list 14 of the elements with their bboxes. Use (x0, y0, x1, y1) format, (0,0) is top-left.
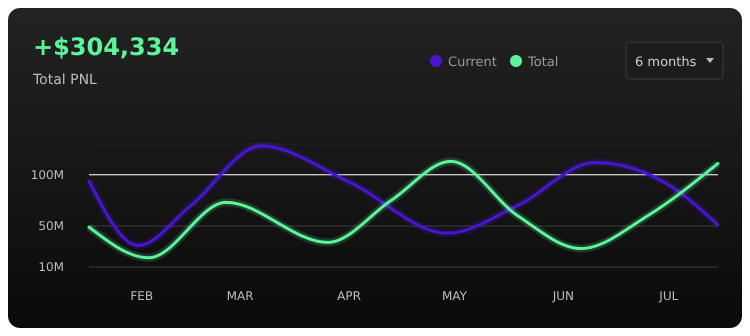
x-tick-label: JUN (552, 289, 574, 303)
x-tick-label: MAR (226, 289, 254, 303)
y-tick-label: 10M (38, 260, 64, 274)
x-tick-label: JUL (658, 289, 679, 303)
legend-label: Total (527, 55, 558, 70)
x-tick-label: FEB (130, 289, 154, 303)
y-tick-label: 100M (30, 168, 64, 182)
chart-title: +$304,334 (33, 33, 180, 61)
y-tick-label: 50M (38, 219, 64, 233)
legend-label: Current (448, 55, 497, 70)
dropdown: 6 months (626, 42, 724, 80)
x-tick-label: APR (337, 289, 361, 303)
chart-subtitle: Total PNL (32, 72, 98, 88)
x-tick-label: MAY (442, 289, 468, 303)
